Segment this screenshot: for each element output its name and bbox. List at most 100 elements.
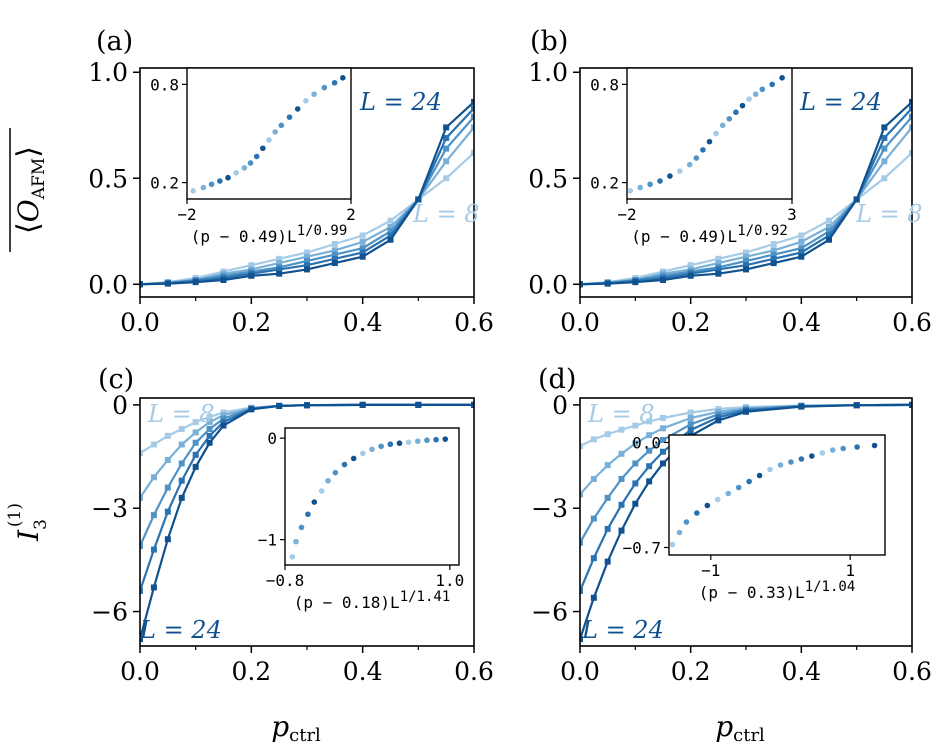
data-point [909,113,912,120]
data-point [770,260,777,267]
y-tick-label: −6 [91,598,128,627]
data-point [618,426,625,433]
annotation-top: L = 8 [587,400,655,428]
data-point [471,113,474,120]
inset-point [325,477,331,484]
panel-label: (d) [538,364,576,395]
data-point [140,494,143,501]
data-point [798,238,805,245]
data-point [415,401,422,408]
data-point [646,447,653,454]
data-point [604,462,611,469]
data-point [715,414,722,421]
data-point [192,439,199,446]
data-point [632,279,639,286]
inset-point [253,153,260,160]
inset-point [788,459,794,465]
inset-point [739,102,746,109]
inset-xlabel: (p − 0.18)L1/1.41 [294,589,451,612]
series-group [140,98,474,288]
inset-point [627,188,634,194]
x-tick-label: 0.4 [781,308,821,337]
inset-point [233,170,239,176]
inset-x-tick-label: −2 [617,205,636,224]
inset-xlabel: (p − 0.49)L1/0.99 [191,223,348,246]
x-tick-label: 0.6 [892,308,932,337]
ylabel-top-sub: AFM [29,158,49,200]
annotation-top: L = 24 [799,88,882,116]
data-point [580,443,583,450]
data-point [192,451,199,458]
x-tick-label: 0.2 [231,308,271,337]
data-point [743,253,749,260]
data-point [632,460,639,467]
x-tick-label: 0.2 [231,657,271,686]
inset-y-tick-label: 0.8 [150,75,179,94]
data-point [715,270,722,277]
data-point [276,402,283,409]
data-point [387,217,394,224]
data-point [164,508,171,515]
annotation-bottom: L = 8 [412,200,480,228]
data-point [471,124,474,131]
inset-point [704,502,711,509]
inset-point [733,109,739,116]
inset-point [433,436,439,443]
data-point [826,228,832,235]
data-point [359,401,366,408]
inset-point [637,184,643,191]
data-point [164,536,171,543]
data-point [618,475,625,482]
data-point [415,196,422,203]
inset-point [871,442,878,449]
data-point [220,415,227,422]
inset-point [200,184,207,191]
data-point [687,427,694,434]
data-point [687,262,694,269]
series-group [140,401,474,643]
data-point [590,515,597,522]
data-point [743,262,749,269]
data-point [140,543,143,550]
inset-point [286,114,293,120]
panel-b: 0.0 0.2 0.4 0.6 0.0 0.5 1.0(b) L = 24 L = 8 −2 3 0.… [528,26,932,337]
data-point [590,436,597,443]
annotation-bottom: L = 24 [139,616,222,644]
data-point [206,419,213,426]
inset-point [746,478,752,485]
data-point [660,425,666,432]
inset-frame [626,67,793,200]
data-point [826,217,832,224]
inset-point [241,165,248,171]
inset-x-tick-label: −1 [701,561,720,580]
inset-point [769,81,775,88]
inset-point [669,541,676,548]
data-point [646,478,653,485]
inset-point [369,446,375,453]
data-point [178,494,185,501]
y-tick-label: 0.0 [88,270,128,299]
inset-point [854,444,860,450]
inset-point [714,496,721,503]
data-point [646,463,653,470]
inset: −2 2 0.2 0.8 (p − 0.49)L1/0.99 [150,67,356,246]
data-point [660,414,666,421]
inset-point [321,84,328,91]
data-point [443,158,450,165]
data-point [331,260,338,267]
inset-point [217,178,223,184]
data-point [798,232,805,239]
data-point [192,419,199,426]
inset-point [311,91,317,97]
x-tick-label: 0.4 [343,308,383,337]
data-point [604,558,611,565]
ylabel-bottom-sup: (1) [5,503,25,527]
inset-point [726,115,733,122]
inset-x-tick-label: −2 [177,205,196,224]
data-point [304,262,310,269]
inset-point [266,137,272,143]
data-point [140,587,143,594]
x-tick-label: 0.4 [781,657,821,686]
data-point [331,240,338,247]
